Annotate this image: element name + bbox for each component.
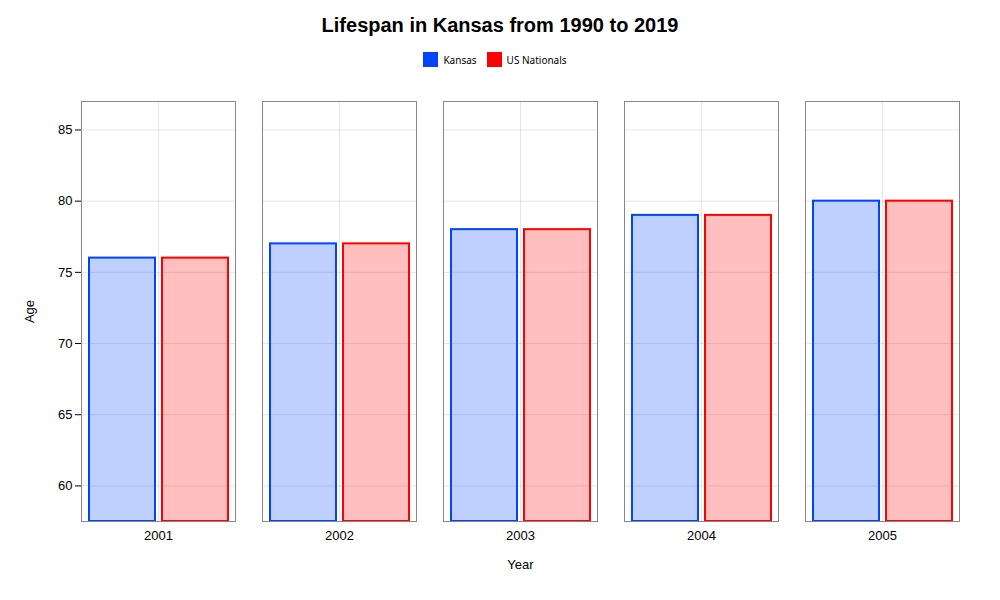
svg-text:85: 85: [58, 122, 72, 137]
svg-text:2002: 2002: [325, 528, 354, 543]
svg-text:60: 60: [58, 478, 72, 493]
svg-text:65: 65: [58, 407, 72, 422]
html-text:US Nationals: US Nationals: [506, 52, 567, 67]
svg-text:70: 70: [58, 336, 72, 351]
svg-text:80: 80: [58, 193, 72, 208]
svg-text:Age: Age: [22, 300, 37, 323]
html-text:Kansas: Kansas: [443, 52, 477, 67]
svg-text:2004: 2004: [687, 528, 716, 543]
svg-text:2001: 2001: [144, 528, 173, 543]
svg-text:75: 75: [58, 265, 72, 280]
html-text:Lifespan in Kansas from 1990 t: Lifespan in Kansas from 1990 to 2019: [321, 14, 679, 36]
svg-text:2005: 2005: [868, 528, 897, 543]
svg-text:2003: 2003: [506, 528, 535, 543]
svg-text:Year: Year: [507, 557, 534, 572]
